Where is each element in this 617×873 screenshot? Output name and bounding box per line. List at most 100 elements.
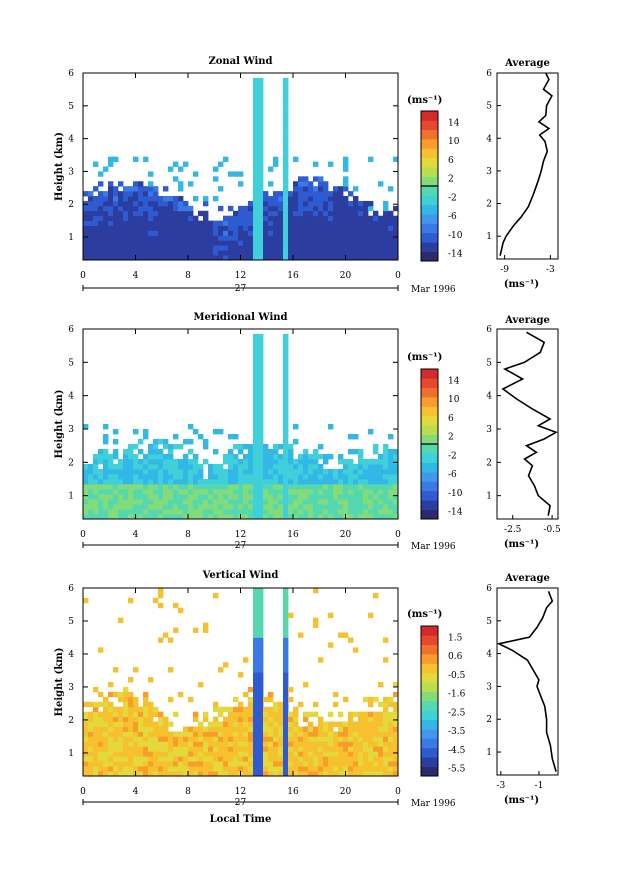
heatmap-cell xyxy=(338,454,344,460)
heatmap-cell xyxy=(168,746,174,752)
heatmap-cell xyxy=(193,766,199,772)
heatmap-cell xyxy=(83,716,89,722)
heatmap-cell xyxy=(198,741,204,747)
heatmap-cell xyxy=(353,255,359,260)
heatmap-cell xyxy=(193,627,199,633)
heatmap-cell xyxy=(138,215,144,222)
heatmap-cell xyxy=(118,230,124,236)
heatmap-cell xyxy=(298,741,304,747)
heatmap-cell xyxy=(163,454,169,460)
heatmap-cell xyxy=(283,637,289,643)
heatmap-cell xyxy=(123,469,129,475)
heatmap-cell xyxy=(378,250,384,256)
heatmap-cell xyxy=(388,741,394,747)
heatmap-cell xyxy=(233,255,239,260)
heatmap-cell xyxy=(313,617,319,624)
heatmap-cell xyxy=(348,509,354,515)
heatmap-cell xyxy=(243,726,249,732)
heatmap-cell xyxy=(258,607,264,614)
heatmap-cell xyxy=(383,459,389,465)
heatmap-cell xyxy=(258,504,264,510)
heatmap-cell xyxy=(328,509,334,515)
heatmap-cell xyxy=(163,731,169,737)
heatmap-cell xyxy=(318,205,324,212)
heatmap-cell xyxy=(308,741,314,747)
heatmap-cell xyxy=(153,235,159,241)
heatmap-cell xyxy=(218,186,224,192)
heatmap-cell xyxy=(253,499,259,505)
heatmap-cell xyxy=(298,240,304,246)
heatmap-cell xyxy=(253,399,259,405)
heatmap-cell xyxy=(338,186,344,192)
heatmap-cell xyxy=(188,731,194,737)
heatmap-cell xyxy=(263,761,269,767)
heatmap-cell xyxy=(283,612,289,619)
heatmap-cell xyxy=(188,225,194,231)
heatmap-cell xyxy=(113,245,119,251)
heatmap-cell xyxy=(388,250,394,256)
heatmap-cell xyxy=(98,255,104,260)
heatmap-cell xyxy=(168,494,174,500)
heatmap-cell xyxy=(288,454,294,460)
heatmap-cell xyxy=(148,474,154,480)
heatmap-cell xyxy=(308,489,314,495)
heatmap-cell xyxy=(393,489,398,495)
heatmap-cell xyxy=(178,741,184,747)
heatmap-cell xyxy=(228,514,234,519)
heatmap-cell xyxy=(363,245,369,251)
heatmap-cell xyxy=(173,225,179,231)
heatmap-cell xyxy=(168,205,174,212)
heatmap-cell xyxy=(148,196,154,202)
heatmap-cell xyxy=(163,474,169,480)
heatmap-cell xyxy=(353,499,359,505)
heatmap-cell xyxy=(213,240,219,246)
heatmap-cell xyxy=(128,701,134,708)
heatmap-cell xyxy=(348,464,354,470)
profile-y-tick-label: 6 xyxy=(486,69,492,79)
heatmap-cell xyxy=(378,484,384,490)
heatmap-cell xyxy=(258,374,264,380)
heatmap-cell xyxy=(338,250,344,256)
heatmap-cell xyxy=(138,459,144,465)
heatmap-cell xyxy=(323,731,329,737)
heatmap-cell xyxy=(358,499,364,505)
heatmap-cell xyxy=(233,726,239,732)
heatmap-cell xyxy=(103,240,109,246)
heatmap-cell xyxy=(113,509,119,515)
heatmap-cell xyxy=(308,494,314,500)
heatmap-cell xyxy=(168,514,174,519)
heatmap-cell xyxy=(213,499,219,505)
heatmap-cell xyxy=(88,469,94,475)
heatmap-cell xyxy=(118,716,124,722)
heatmap-cell xyxy=(173,196,179,202)
heatmap-cell xyxy=(258,146,264,153)
heatmap-cell xyxy=(168,215,174,222)
heatmap-cell xyxy=(278,245,284,251)
heatmap-cell xyxy=(393,474,398,480)
heatmap-cell xyxy=(318,210,324,217)
heatmap-cell xyxy=(343,215,349,222)
heatmap-cell xyxy=(333,691,339,698)
heatmap-cell xyxy=(158,602,164,609)
heatmap-cell xyxy=(363,240,369,246)
heatmap-cell xyxy=(263,756,269,762)
heatmap-cell xyxy=(253,494,259,500)
heatmap-cell xyxy=(128,731,134,737)
heatmap-cell xyxy=(323,250,329,256)
heatmap-cell xyxy=(178,494,184,500)
heatmap-cell xyxy=(378,245,384,251)
heatmap-cell xyxy=(133,731,139,737)
heatmap-cell xyxy=(153,220,159,226)
heatmap-cell xyxy=(223,509,229,515)
heatmap-cell xyxy=(358,484,364,490)
heatmap-cell xyxy=(218,230,224,236)
heatmap-cell xyxy=(148,746,154,752)
heatmap-cell xyxy=(198,434,204,440)
heatmap-cell xyxy=(243,474,249,480)
colorbar-swatch xyxy=(421,129,438,140)
heatmap-cell xyxy=(388,504,394,510)
profile-x-tick-label: -1 xyxy=(535,781,544,791)
heatmap-cell xyxy=(218,509,224,515)
heatmap-cell xyxy=(268,235,274,241)
heatmap-cell xyxy=(348,761,354,767)
